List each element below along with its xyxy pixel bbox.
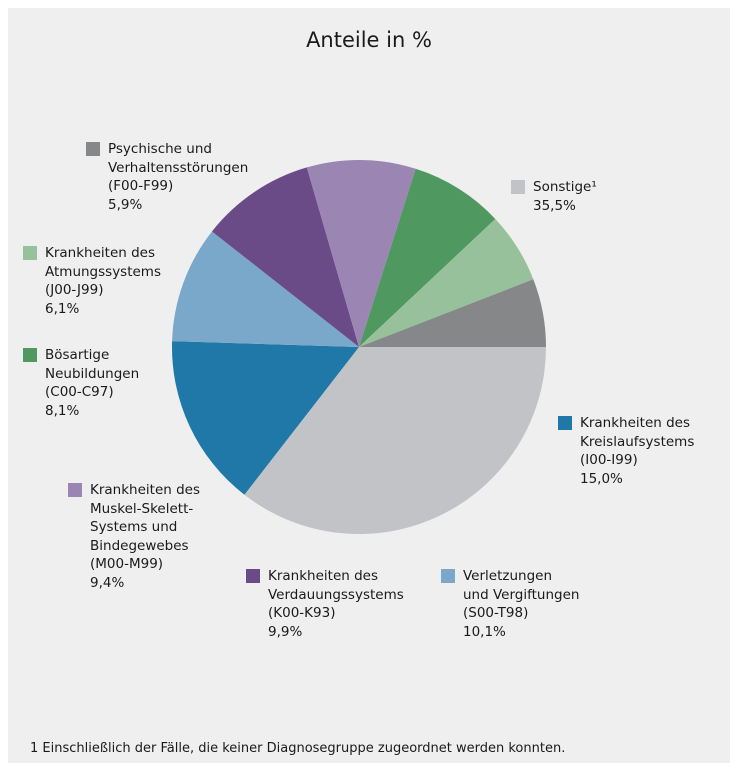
pie-chart: [171, 160, 546, 534]
slice-label-line: (J00-J99): [45, 282, 104, 298]
slice-label-line: Bösartige: [45, 347, 110, 363]
slice-label-line: 5,9%: [108, 196, 143, 213]
legend-swatch: [23, 246, 37, 260]
slice-label-line: 9,9%: [268, 623, 303, 640]
pie-slice: [211, 167, 359, 347]
slice-label-line: Verhaltensstörungen: [108, 159, 249, 176]
slice-label: Sonstige¹ 35,5%: [511, 178, 597, 215]
slice-label-line: (S00-T98): [463, 605, 529, 621]
slice-label-line: und Vergiftungen: [463, 586, 580, 603]
legend-swatch: [441, 569, 455, 583]
slice-label-line: Krankheiten des: [90, 482, 201, 498]
slice-label-line: Sonstige¹: [533, 179, 597, 195]
slice-label-line: Krankheiten des: [45, 245, 156, 261]
slice-label-line: 9,4%: [90, 574, 125, 591]
legend-swatch: [68, 483, 82, 497]
pie-slice: [306, 160, 416, 347]
slice-label: Krankheiten des Atmungssystems (J00-J99) 6,…: [23, 244, 161, 318]
pie-slice: [172, 231, 359, 347]
slice-label-line: Kreislaufsystems: [580, 433, 695, 450]
slice-label: Krankheiten des Kreislaufsystems (I00-I99)…: [558, 414, 695, 488]
slice-label-line: (F00-F99): [108, 178, 174, 194]
slice-label-line: (K00-K93): [268, 605, 336, 621]
pie-slice: [359, 218, 534, 347]
slice-label-line: Systems und: [90, 519, 178, 535]
slice-label: Psychische und Verhaltensstörungen (F00-F9…: [86, 140, 249, 214]
chart-title: Anteile in %: [306, 28, 432, 52]
slice-label-line: Neubildungen: [45, 365, 140, 382]
slice-label-line: Krankheiten des: [580, 415, 691, 431]
slice-label-line: 6,1%: [45, 300, 80, 317]
slice-label-line: (M00-M99): [90, 556, 164, 572]
footnote: 1 Einschließlich der Fälle, die keiner D…: [30, 741, 566, 756]
slice-label-line: 15,0%: [580, 470, 623, 487]
legend-swatch: [511, 180, 525, 194]
slice-label-line: Bindegewebes: [90, 537, 189, 554]
slice-label-line: Atmungssystems: [45, 263, 161, 280]
slice-label-line: 35,5%: [533, 197, 576, 214]
pie-slice: [359, 168, 496, 347]
slice-label-line: Verdauungssystems: [268, 586, 404, 603]
slice-label-line: Krankheiten des: [268, 568, 379, 584]
legend-swatch: [246, 569, 260, 583]
slice-label: Krankheiten des Muskel-Skelett- Systems un…: [68, 481, 201, 592]
slice-label-line: Muskel-Skelett-: [90, 500, 194, 517]
chart-panel: Anteile in % 1 Einschließlich der Fälle,…: [8, 8, 730, 763]
slice-label-line: (I00-I99): [580, 452, 638, 468]
pie-slice: [171, 341, 359, 495]
slice-label-line: Verletzungen: [463, 568, 553, 584]
slice-label: Bösartige Neubildungen (C00-C97) 8,1%: [23, 346, 140, 420]
slice-label-line: Psychische und: [108, 141, 212, 157]
slice-label: Krankheiten des Verdauungssystems (K00-K93…: [246, 567, 404, 641]
pie-slice: [244, 347, 546, 534]
legend-swatch: [86, 142, 100, 156]
slice-label: Verletzungen und Vergiftungen (S00-T98) 10,…: [441, 567, 580, 641]
legend-swatch: [558, 416, 572, 430]
slice-label-line: 10,1%: [463, 623, 506, 640]
slice-label-line: (C00-C97): [45, 384, 114, 400]
slice-label-line: 8,1%: [45, 402, 80, 419]
pie-slice: [359, 279, 546, 347]
legend-swatch: [23, 348, 37, 362]
